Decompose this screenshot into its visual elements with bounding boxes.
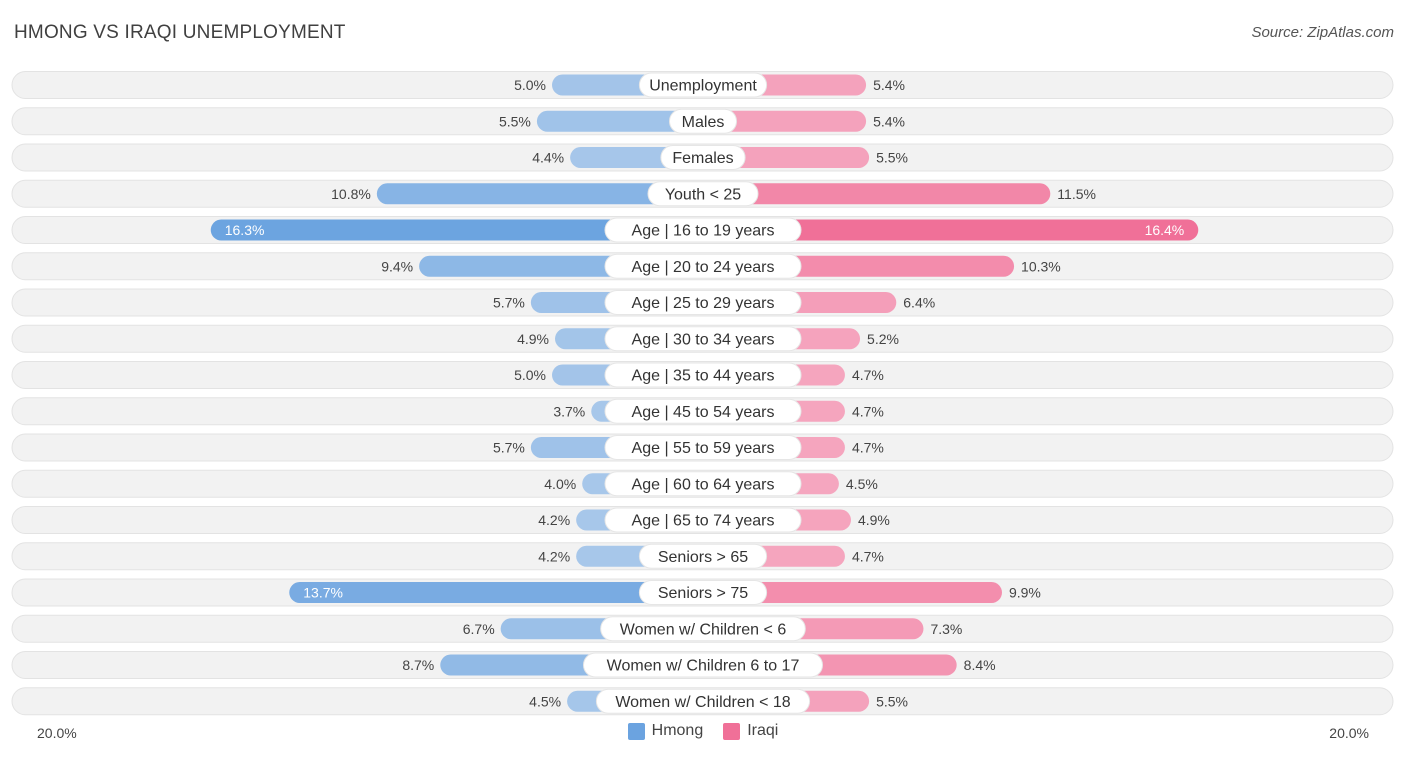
legend-item-hmong[interactable]: Hmong	[627, 722, 704, 740]
category-label: Age | 45 to 54 years	[632, 404, 775, 421]
axis-label-left: 20.0%	[37, 725, 77, 741]
bar-iraqi	[703, 582, 1002, 603]
category-label: Age | 16 to 19 years	[632, 223, 775, 240]
category-pill	[604, 471, 802, 497]
category-pill	[638, 72, 768, 98]
category-pill	[647, 181, 759, 207]
category-label: Age | 20 to 24 years	[632, 259, 775, 276]
chart-title: HMONG VS IRAQI UNEMPLOYMENT	[14, 22, 346, 43]
category-label: Youth < 25	[665, 186, 741, 203]
legend-swatch-hmong	[627, 722, 645, 740]
category-label: Males	[682, 114, 725, 131]
value-label-iraqi: 5.4%	[873, 77, 905, 93]
bar-hmong	[376, 183, 703, 205]
value-label-iraqi: 6.4%	[903, 295, 935, 311]
value-label-hmong: 5.7%	[493, 295, 525, 311]
value-label-hmong: 5.0%	[514, 367, 546, 383]
value-label-hmong: 5.0%	[514, 77, 546, 93]
value-label-iraqi: 10.3%	[1021, 258, 1061, 274]
value-label-hmong: 4.0%	[544, 476, 576, 492]
value-label-hmong: 4.4%	[532, 150, 564, 166]
bar-hmong	[210, 219, 704, 241]
value-label-hmong: 6.7%	[463, 621, 495, 637]
bar-hmong	[289, 582, 703, 603]
legend-label-iraqi: Iraqi	[747, 722, 779, 739]
value-label-iraqi: 4.5%	[846, 476, 878, 492]
value-label-hmong: 16.3%	[225, 222, 265, 238]
value-label-iraqi: 4.9%	[858, 512, 890, 528]
category-pill	[604, 362, 802, 388]
category-label: Women w/ Children < 6	[620, 621, 787, 638]
category-pill	[604, 398, 802, 424]
value-label-hmong: 4.9%	[517, 331, 549, 347]
category-pill	[604, 507, 802, 533]
bar-iraqi	[703, 183, 1051, 205]
bar-hmong	[536, 110, 703, 132]
category-pill	[604, 435, 802, 460]
value-label-iraqi: 5.5%	[876, 150, 908, 166]
category-label: Females	[672, 150, 733, 167]
category-pill	[669, 108, 737, 134]
legend-swatch-iraqi	[723, 722, 741, 740]
category-label: Age | 60 to 64 years	[632, 476, 775, 493]
category-pill	[600, 616, 806, 642]
category-label: Age | 35 to 44 years	[632, 368, 775, 385]
category-label: Age | 30 to 34 years	[632, 331, 775, 348]
value-label-iraqi: 8.4%	[964, 657, 996, 673]
value-label-iraqi: 11.5%	[1057, 186, 1096, 202]
value-label-iraqi: 5.5%	[876, 693, 908, 709]
category-pill	[604, 253, 802, 279]
bar-iraqi	[703, 147, 870, 168]
value-label-hmong: 5.7%	[493, 440, 525, 456]
value-label-hmong: 4.2%	[538, 548, 570, 564]
category-pill	[660, 145, 746, 170]
category-label: Age | 25 to 29 years	[632, 295, 775, 312]
category-pill	[595, 688, 811, 714]
category-label: Unemployment	[649, 78, 757, 95]
category-pill	[638, 580, 768, 605]
legend-label-hmong: Hmong	[651, 722, 704, 739]
legend: Hmong Iraqi	[0, 722, 1406, 740]
value-label-hmong: 5.5%	[499, 113, 531, 129]
value-label-hmong: 4.5%	[529, 693, 561, 709]
value-label-iraqi: 5.4%	[873, 113, 905, 129]
category-label: Seniors > 75	[658, 585, 748, 602]
category-label: Seniors > 65	[658, 549, 748, 566]
value-label-hmong: 4.2%	[538, 512, 570, 528]
value-label-iraqi: 16.4%	[1145, 222, 1185, 238]
value-label-hmong: 8.7%	[402, 657, 434, 673]
category-label: Women w/ Children 6 to 17	[607, 658, 800, 675]
category-pill	[604, 326, 802, 352]
axis-label-right: 20.0%	[1329, 725, 1369, 741]
category-pill	[604, 290, 802, 315]
value-label-hmong: 3.7%	[553, 403, 585, 419]
category-label: Women w/ Children < 18	[615, 694, 790, 711]
value-label-iraqi: 4.7%	[852, 440, 884, 456]
value-label-iraqi: 4.7%	[852, 367, 884, 383]
category-pill	[583, 652, 823, 678]
value-label-iraqi: 9.9%	[1009, 585, 1041, 601]
category-pill	[604, 217, 802, 243]
legend-item-iraqi[interactable]: Iraqi	[723, 722, 778, 740]
category-label: Age | 65 to 74 years	[632, 513, 775, 530]
value-label-hmong: 9.4%	[381, 258, 413, 274]
bar-iraqi	[703, 110, 867, 132]
value-label-iraqi: 5.2%	[867, 331, 899, 347]
value-label-hmong: 10.8%	[331, 186, 371, 202]
value-label-iraqi: 7.3%	[930, 621, 962, 637]
value-label-hmong: 13.7%	[303, 585, 343, 601]
value-label-iraqi: 4.7%	[852, 403, 884, 419]
category-pill	[638, 543, 768, 569]
bar-iraqi	[703, 219, 1199, 241]
value-label-iraqi: 4.7%	[852, 548, 884, 564]
source-label: Source: ZipAtlas.com	[1251, 24, 1394, 41]
category-label: Age | 55 to 59 years	[632, 440, 775, 457]
